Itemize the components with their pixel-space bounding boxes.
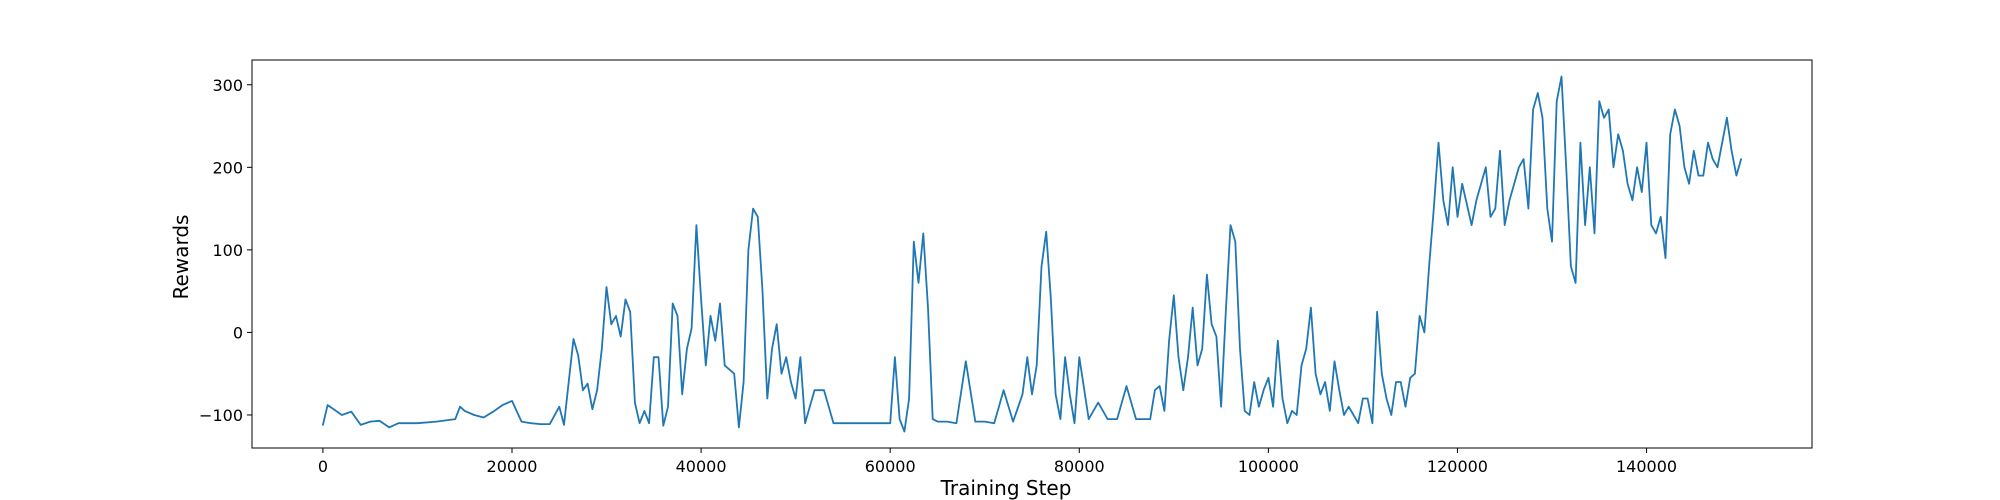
x-tick-label: 100000 — [1238, 457, 1299, 476]
y-tick-label: 200 — [212, 158, 243, 177]
series-line-rewards — [321, 75, 1742, 433]
y-tick-label: 300 — [212, 76, 243, 95]
x-tick-label: 120000 — [1427, 457, 1488, 476]
x-axis-ticks: 0 20000 40000 60000 80000 100000 120000 140000 — [318, 448, 1677, 476]
x-tick-label: 140000 — [1616, 457, 1677, 476]
y-tick-label: −100 — [199, 406, 243, 425]
x-tick-label: 40000 — [676, 457, 727, 476]
y-axis-label: Rewards — [169, 215, 193, 300]
y-tick-label: 0 — [233, 323, 243, 342]
plot-frame — [251, 59, 1813, 449]
x-axis-label: Training Step — [940, 476, 1072, 500]
y-axis-ticks: −100 0 100 200 300 — [199, 76, 252, 425]
x-tick-label: 0 — [318, 457, 328, 476]
plot-area — [251, 59, 1813, 449]
y-tick-label: 100 — [212, 241, 243, 260]
x-tick-label: 80000 — [1054, 457, 1105, 476]
x-tick-label: 60000 — [865, 457, 916, 476]
x-tick-label: 20000 — [487, 457, 538, 476]
